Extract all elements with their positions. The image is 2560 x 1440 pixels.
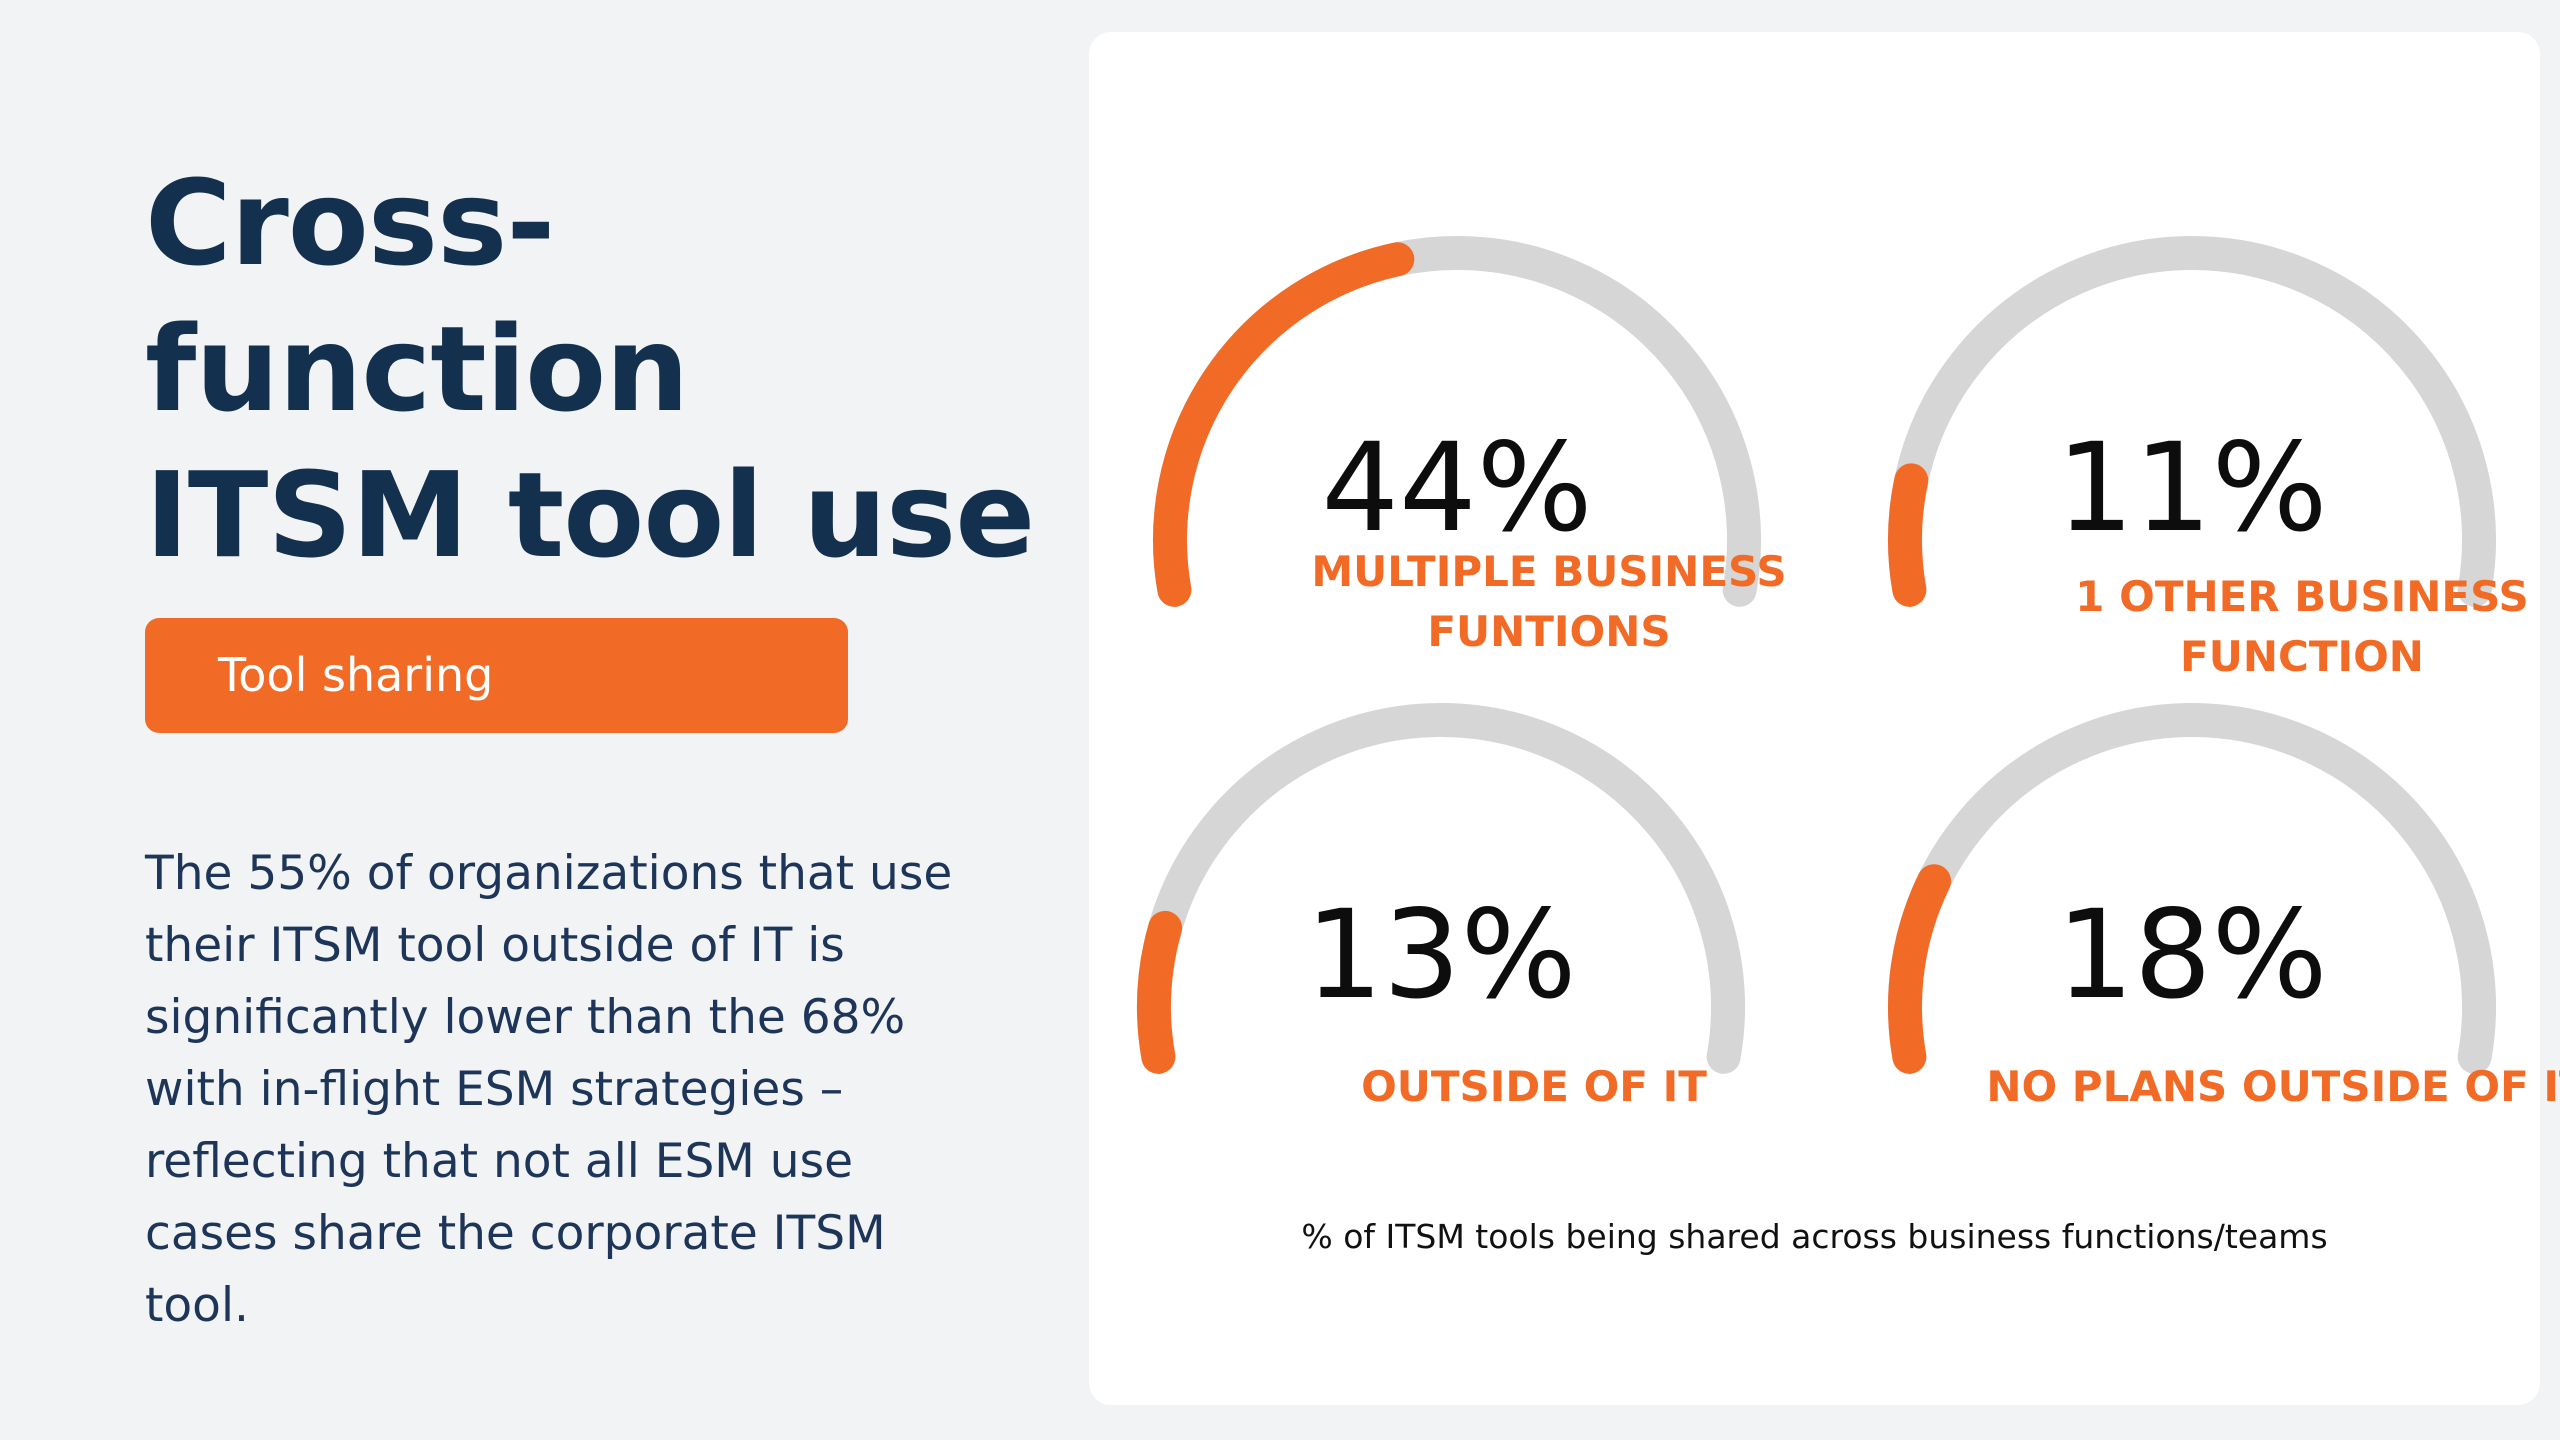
gauge-track (1137, 703, 1745, 1074)
gauge-label-line: MULTIPLE BUSINESS (1311, 547, 1787, 596)
gauge-no-plans-outside-of-it: 18% (1888, 703, 2496, 1074)
gauge-label-line: 1 OTHER BUSINESS (2075, 572, 2529, 621)
gauge-value-label: 18% (2056, 884, 2327, 1026)
gauge-fill (1137, 910, 1183, 1074)
left-panel: Cross- function ITSM tool use Tool shari… (145, 150, 1035, 1333)
gauge-label-outside-of-it: OUTSIDE OF IT (1224, 1057, 1844, 1117)
gauge-one-other-business-function: 11% (1888, 236, 2496, 607)
gauge-fill (1153, 242, 1415, 607)
title-line-3: ITSM tool use (145, 446, 1035, 584)
gauge-value-label: 44% (1321, 417, 1592, 559)
chart-caption: % of ITSM tools being shared across busi… (1301, 1217, 2328, 1256)
gauge-chart: 44% 11% 13% 18% (1137, 236, 2496, 1074)
chart-card: 44% 11% 13% 18% MULTIPLE BUSINESS FUNTIONS … (1089, 32, 2560, 1405)
page-title: Cross- function ITSM tool use (145, 150, 1035, 588)
description-text: The 55% of organizations that use their … (145, 846, 953, 1333)
gauge-outside-of-it: 13% (1137, 703, 1745, 1074)
gauge-label-line: FUNCTION (2180, 632, 2424, 681)
gauge-label-line: FUNTIONS (1427, 607, 1671, 656)
gauge-value-label: 11% (2056, 417, 2327, 559)
gauge-fill (1888, 864, 1952, 1074)
gauge-track (1888, 236, 2496, 607)
gauge-value-label: 13% (1305, 884, 1576, 1026)
gauge-label-one-other-business-function: 1 OTHER BUSINESS FUNCTION (1992, 567, 2560, 687)
gauge-label-line: OUTSIDE OF IT (1361, 1062, 1707, 1111)
title-line-2: function (145, 300, 689, 438)
gauge-fill (1888, 463, 1929, 607)
gauge-label-no-plans-outside-of-it: NO PLANS OUTSIDE OF IT (1977, 1057, 2560, 1117)
gauge-multiple-business-functions: 44% (1153, 236, 1761, 607)
tool-sharing-tag: Tool sharing (145, 618, 848, 733)
gauge-label-multiple-business-functions: MULTIPLE BUSINESS FUNTIONS (1239, 542, 1859, 662)
title-line-1: Cross- (145, 154, 555, 292)
gauge-label-line: NO PLANS OUTSIDE OF IT (1986, 1062, 2560, 1111)
